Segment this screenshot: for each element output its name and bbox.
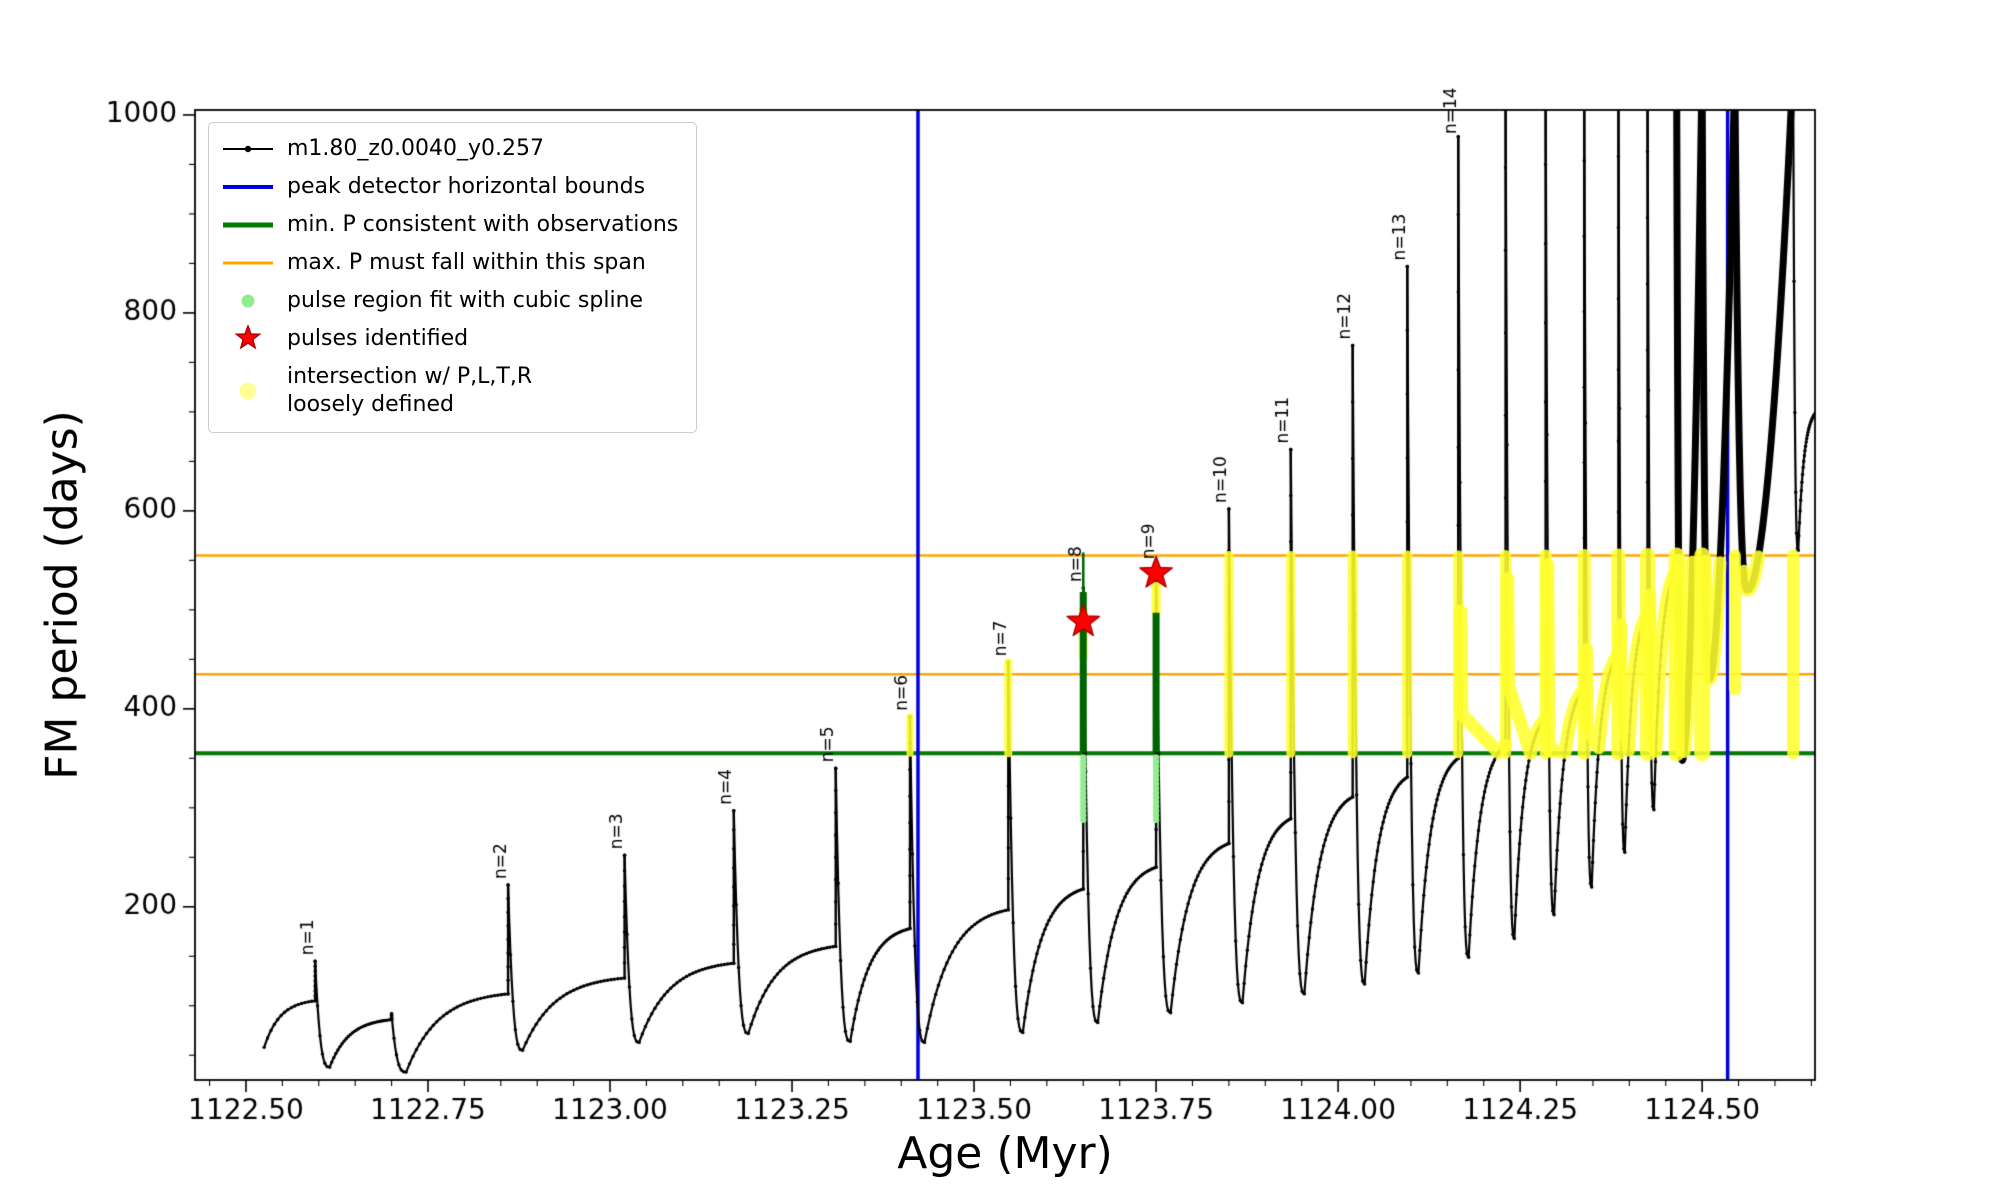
legend-label: peak detector horizontal bounds [287,174,646,200]
legend-entry-max-p: max. P must fall within this span [219,249,678,277]
legend: m1.80_z0.0040_y0.257 peak detector horiz… [208,122,698,433]
legend-label: pulse region fit with cubic spline [287,288,644,314]
red-star-marker [219,325,277,353]
legend-entry-intersection: intersection w/ P,L,T,R loosely defined [219,363,678,418]
legend-entry-min-p: min. P consistent with observations [219,211,678,239]
legend-label: intersection w/ P,L,T,R loosely defined [287,364,533,417]
legend-entry-spline: pulse region fit with cubic spline [219,287,678,315]
legend-label: max. P must fall within this span [287,250,646,276]
legend-label: min. P consistent with observations [287,212,679,238]
legend-entry-peak-bounds: peak detector horizontal bounds [219,173,678,201]
x-axis-label: Age (Myr) [897,1128,1113,1179]
green-line-marker [219,211,277,239]
legend-entry-series: m1.80_z0.0040_y0.257 [219,135,678,163]
series-line-marker [219,135,277,163]
lightgreen-dot-marker [219,287,277,315]
y-axis-label: FM period (days) [36,410,88,780]
legend-label: m1.80_z0.0040_y0.257 [287,136,544,162]
legend-entry-pulses: pulses identified [219,325,678,353]
blue-line-marker [219,173,277,201]
yellow-dot-marker [219,377,277,405]
legend-label: pulses identified [287,326,469,352]
orange-line-marker [219,249,277,277]
